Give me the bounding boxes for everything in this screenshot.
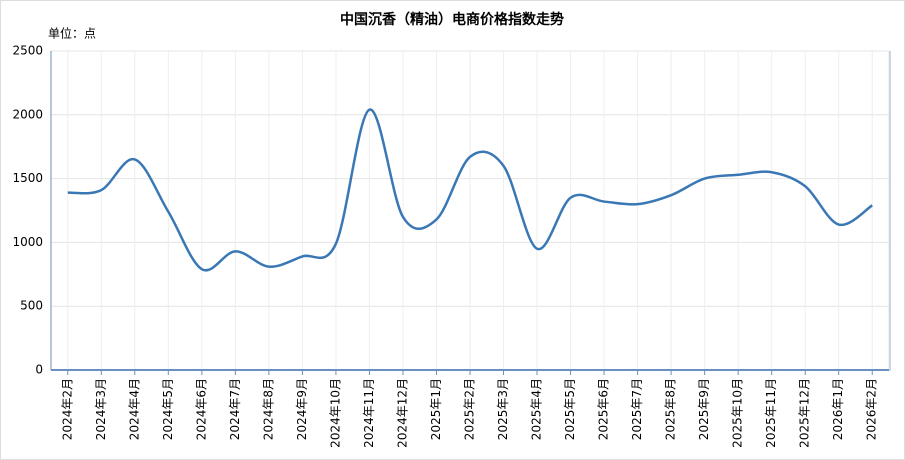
x-tick-label: 2025年3月 (496, 378, 510, 440)
unit-label: 单位：点 (48, 26, 96, 41)
y-tick-label: 500 (20, 299, 43, 313)
y-tick-label: 0 (35, 363, 43, 377)
x-tick-label: 2025年11月 (764, 378, 778, 448)
x-tick-label: 2024年9月 (295, 378, 309, 440)
x-tick-label: 2025年12月 (798, 378, 812, 448)
x-tick-label: 2024年3月 (94, 378, 108, 440)
x-tick-label: 2026年2月 (865, 378, 879, 440)
x-tick-label: 2024年2月 (60, 378, 74, 440)
x-tick-label: 2024年8月 (261, 378, 275, 440)
x-tick-label: 2025年6月 (597, 378, 611, 440)
x-tick-label: 2025年4月 (530, 378, 544, 440)
y-tick-label: 2500 (12, 44, 43, 58)
x-tick-label: 2024年12月 (395, 378, 409, 448)
x-tick-label: 2025年8月 (664, 378, 678, 440)
chart-title: 中国沉香（精油）电商价格指数走势 (340, 11, 564, 28)
x-tick-label: 2025年10月 (731, 378, 745, 448)
y-tick-label: 1000 (12, 235, 43, 249)
x-tick-label: 2025年7月 (630, 378, 644, 440)
x-tick-label: 2025年9月 (697, 378, 711, 440)
y-tick-label: 2000 (12, 107, 43, 121)
x-tick-label: 2025年1月 (429, 378, 443, 440)
x-tick-label: 2025年2月 (463, 378, 477, 440)
x-tick-label: 2024年10月 (328, 378, 342, 448)
x-tick-label: 2024年5月 (161, 378, 175, 440)
y-tick-label: 1500 (12, 171, 43, 185)
x-tick-label: 2024年7月 (228, 378, 242, 440)
line (67, 108, 873, 272)
x-tick-label: 2024年6月 (194, 378, 208, 440)
x-tick-label: 2025年5月 (563, 378, 577, 440)
x-tick-label: 2024年4月 (127, 378, 141, 440)
x-tick-label: 2026年1月 (831, 378, 845, 440)
x-tick-label: 2024年11月 (362, 378, 376, 448)
